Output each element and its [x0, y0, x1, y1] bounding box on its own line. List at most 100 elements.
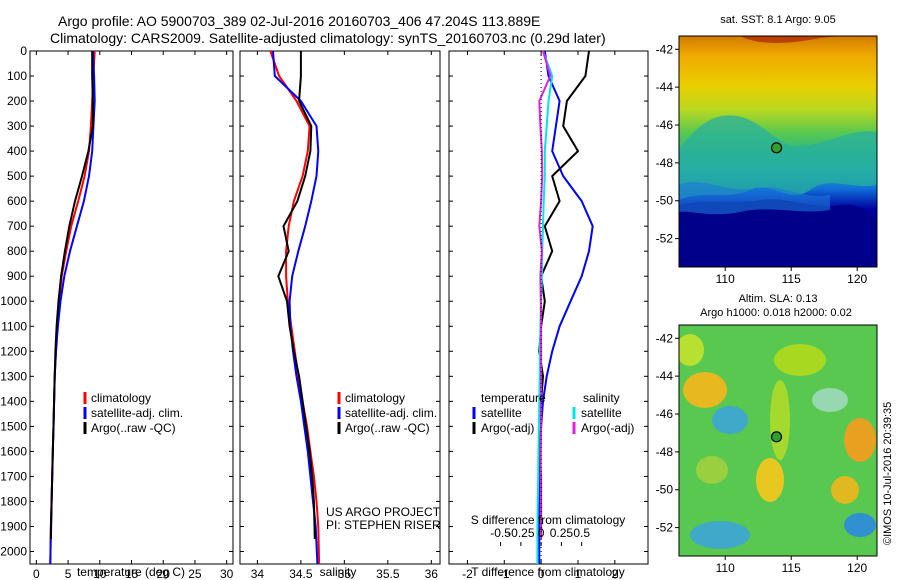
legend-label-temp-argo: Argo(-adj): [481, 421, 534, 435]
y-tick-label: 1400: [0, 394, 27, 408]
y-tick-label: 1300: [0, 369, 27, 383]
legend-label-sal-satellite: satellite: [581, 406, 622, 420]
temperature-xlabel: temperature (deg C): [77, 565, 185, 579]
difference-plot: -2 -1 0 1 2-0.5-0.25 0 0.25 0.5: [449, 50, 648, 580]
argo-position-marker: [770, 142, 783, 154]
y-tick-label: 1000: [0, 294, 27, 308]
series-group: [269, 51, 321, 564]
x2-tick-label: 0: [538, 526, 545, 540]
salinity-xlabel: salinity: [320, 565, 357, 579]
y-tick-label: 1700: [0, 469, 27, 483]
temperature-legend: climatology satellite-adj. clim. Argo(..…: [83, 391, 183, 435]
x-tick-label: 120: [847, 561, 867, 575]
series-line: [538, 51, 590, 539]
x-tick-label: 36: [425, 567, 439, 580]
legend-label-argo: Argo(..raw -QC): [91, 421, 176, 435]
series-group: [49, 51, 96, 564]
y-tick-label: -42: [656, 42, 674, 56]
x-tick-label: 25: [188, 567, 202, 580]
header-line2: Climatology: CARS2009. Satellite-adjuste…: [50, 30, 606, 46]
x2-tick-label: -0.5: [490, 526, 511, 540]
x2-tick-label: 0.5: [573, 526, 590, 540]
y-tick-label: 900: [7, 269, 27, 283]
series-line: [49, 51, 94, 540]
legend-label-sal-argo: Argo(-adj): [581, 421, 634, 435]
y-tick-label: 2000: [0, 544, 27, 558]
y-tick-label: 600: [7, 194, 27, 208]
y-tick-label: 1900: [0, 519, 27, 533]
sla-map-axes: 110 115 120 -42 -44 -46 -48 -50 -52: [656, 331, 868, 575]
y-tick-label: 700: [7, 219, 27, 233]
salinity-legend: climatology satellite-adj. clim. Argo(..…: [337, 391, 437, 435]
legend-label-climatology: climatology: [91, 391, 151, 405]
x-tick-label: 20: [157, 567, 171, 580]
series-line: [277, 51, 316, 540]
series-line: [272, 51, 320, 564]
legend-label-satellite: satellite-adj. clim.: [91, 406, 183, 420]
y-tick-label: -50: [656, 194, 674, 208]
y-tick-label: -46: [656, 118, 674, 132]
series-line: [49, 51, 96, 564]
y-tick-label: -50: [656, 483, 674, 497]
x-tick-label: 110: [716, 272, 735, 286]
sla-map-title2: Argo h1000: 0.018 h2000: 0.02: [700, 307, 852, 319]
copyright-timestamp: ©IMOS 10-Jul-2016 20:39:35: [882, 402, 894, 545]
x-tick-label: 34: [251, 567, 265, 580]
y-tick-label: 500: [7, 169, 27, 183]
x-tick-label: 10: [93, 567, 107, 580]
y-tick-label: 200: [7, 94, 27, 108]
x-tick-label: -2: [462, 567, 473, 580]
x-tick-label: 115: [782, 561, 801, 575]
legend-title-salinity: salinity: [583, 391, 620, 405]
y-tick-label: 1500: [0, 419, 27, 433]
x-tick-label: -1: [499, 567, 510, 580]
x-tick-label: 35: [338, 567, 352, 580]
x2-tick-label: -0.25: [507, 526, 535, 540]
salinity-plot: 34 34.5 35 35.5 36: [240, 50, 440, 580]
x-tick-label: 120: [847, 272, 867, 286]
y-tick-label: -44: [656, 369, 674, 383]
y-tick-label: -48: [656, 445, 674, 459]
y-tick-label: -48: [656, 156, 674, 170]
legend-label-climatology: climatology: [345, 391, 405, 405]
y-tick-label: 300: [7, 119, 27, 133]
salinity-plot-frame: [239, 50, 441, 565]
legend-title-temperature: temperature: [481, 391, 546, 405]
y-tick-label: -52: [656, 232, 674, 246]
sla-map-frame: [678, 324, 878, 557]
x-tick-label: 30: [220, 567, 234, 580]
sst-map-title: sat. SST: 8.1 Argo: 9.05: [720, 14, 836, 26]
header-line1: Argo profile: AO 5900703_389 02-Jul-2016…: [58, 13, 540, 29]
temperature-plot: 0100200300400500600700800900100011001200…: [0, 44, 233, 580]
legend-label-temp-satellite: satellite: [481, 406, 522, 420]
x-tick-label: 0: [538, 567, 545, 580]
legend-label-satellite: satellite-adj. clim.: [345, 406, 437, 420]
x-tick-label: 0: [33, 567, 40, 580]
x-tick-label: 2: [611, 567, 618, 580]
argo-position-marker: [770, 431, 783, 443]
y-tick-label: 800: [7, 244, 27, 258]
sla-map-title: Altim. SLA: 0.13: [739, 293, 818, 305]
y-tick-label: 1100: [1, 319, 27, 333]
x2-tick-label: 0.25: [550, 526, 574, 540]
x-tick-label: 1: [575, 567, 582, 580]
y-tick-label: 1600: [0, 444, 27, 458]
x-tick-label: 115: [782, 272, 801, 286]
series-line: [49, 51, 96, 564]
x-tick-label: 5: [65, 567, 72, 580]
sst-map-axes: 110 115 120 -42 -44 -46 -48 -50 -52: [656, 42, 868, 286]
y-tick-label: 0: [20, 44, 27, 58]
x-tick-label: 34.5: [289, 567, 313, 580]
legend-label-argo: Argo(..raw -QC): [345, 421, 430, 435]
difference-plot-frame: [448, 50, 649, 565]
salinity-annotation-project: US ARGO PROJECT: [326, 505, 441, 519]
y-tick-label: 1800: [0, 494, 27, 508]
y-tick-label: -46: [656, 407, 674, 421]
y-tick-label: 400: [7, 144, 27, 158]
y-tick-label: 1200: [0, 344, 27, 358]
x-tick-label: 110: [716, 561, 735, 575]
difference-legend: temperature salinity satellite Argo(-adj…: [472, 391, 634, 435]
x-tick-label: 35.5: [376, 567, 400, 580]
difference-xlabel: T difference from climatology: [471, 565, 625, 579]
